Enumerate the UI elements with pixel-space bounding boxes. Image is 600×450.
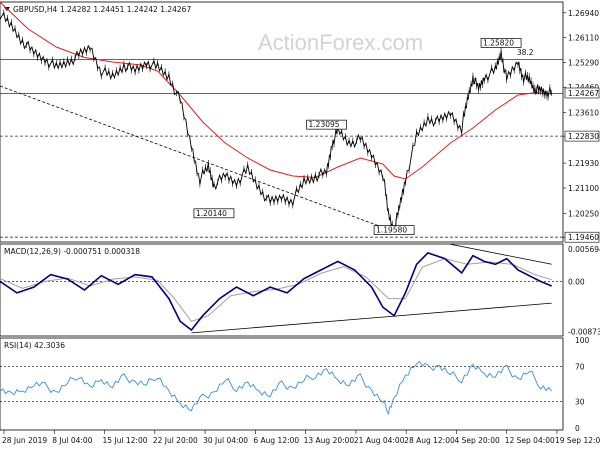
rsi-y-tick-label: 30 — [575, 398, 585, 407]
current-price-tag — [564, 87, 600, 99]
price-annotation: 1.19580 — [373, 225, 415, 235]
rsi-panel — [0, 337, 564, 431]
annotation-label: 1.19580 — [376, 226, 407, 235]
macd-y-tick-label: 0.00 — [568, 277, 585, 286]
price-annotation: 1.25820 — [480, 38, 522, 48]
annotation-label: 1.20140 — [196, 209, 227, 218]
price-panel — [0, 1, 564, 243]
x-tick-label: 30 Jul 04:00 — [203, 436, 248, 445]
x-tick-label: 28 Aug 12:00 — [404, 436, 455, 445]
y-tick-label: 1.26940 — [568, 9, 599, 18]
chart-header: GBPUSD,H4 1.24282 1.24451 1.24242 1.2426… — [4, 5, 191, 14]
rsi-y-tick-label: 70 — [575, 362, 585, 371]
x-tick-label: 15 Jul 12:00 — [103, 436, 148, 445]
macd-panel — [0, 243, 564, 337]
y-tick-label: 1.21930 — [568, 159, 599, 168]
annotation-box — [373, 225, 415, 235]
macd-y-tick-label: 0.005694 — [568, 245, 600, 254]
y-tick-label: 1.22830 — [568, 132, 599, 141]
rsi-y-tick-label: 0 — [575, 424, 580, 433]
macd-main-line — [0, 251, 553, 332]
y-tick-label: 1.19460 — [568, 233, 599, 242]
price-line — [0, 11, 553, 233]
level-tag — [564, 130, 600, 142]
price-annotation: 1.20140 — [193, 208, 235, 219]
x-tick-label: 6 Aug 12:00 — [253, 436, 299, 445]
macd-signal-line — [0, 258, 552, 322]
price-annotation: 38.2 — [517, 48, 534, 57]
sma-line — [0, 1, 541, 180]
rsi-y-tick-label: 100 — [575, 336, 590, 345]
price-annotation: 1.23095 — [306, 119, 347, 130]
x-tick-label: 19 Sep 12:00 — [555, 436, 600, 445]
ohlc-label: 1.24282 1.24451 1.24242 1.24267 — [60, 5, 191, 14]
y-tick-label: 1.26110 — [568, 34, 599, 43]
y-tick-label: 1.21100 — [568, 184, 599, 193]
rsi-line — [0, 360, 553, 415]
x-tick-label: 28 Jun 2019 — [2, 436, 47, 445]
rsi-panel-frame — [0, 337, 564, 431]
x-axis-labels: 28 Jun 2019 8 Jul 04:00 15 Jul 12:00 22 Jul… — [2, 430, 600, 445]
macd-panel-frame — [0, 243, 564, 337]
x-tick-label: 22 Jul 20:00 — [153, 436, 198, 445]
annotation-label: 38.2 — [517, 48, 534, 57]
x-tick-label: 13 Aug 20:00 — [304, 436, 355, 445]
x-tick-label: 8 Jul 04:00 — [52, 436, 92, 445]
annotation-box — [306, 119, 347, 130]
y-axis-labels: 1.269401.261101.252901.244601.236101.228… — [563, 9, 600, 433]
annotation-box — [480, 38, 522, 48]
rsi-title: RSI(14) 42.3036 — [4, 341, 65, 350]
y-tick-label: 1.23610 — [568, 109, 599, 118]
current-price-label: 1.24267 — [568, 89, 599, 98]
x-tick-label: 4 Sep 20:00 — [454, 436, 500, 445]
x-tick-label: 12 Sep 04:00 — [505, 436, 555, 445]
macd-resistance-line — [450, 243, 552, 265]
annotation-box — [193, 208, 235, 219]
macd-title: MACD(12,26,9) -0.000751 0.000318 — [4, 247, 140, 256]
macd-y-tick-label: -0.008737 — [568, 327, 600, 336]
rsi-layer — [0, 360, 563, 415]
watermark: ActionForex.com — [258, 30, 423, 55]
macd-support-line — [191, 302, 552, 334]
macd-layer — [0, 243, 563, 334]
level-tag — [564, 231, 600, 243]
annotation-label: 1.23095 — [309, 120, 340, 129]
trendline — [0, 85, 395, 232]
price-panel-frame — [0, 1, 564, 243]
symbol-label: GBPUSD,H4 — [13, 5, 58, 14]
y-tick-label: 1.25290 — [568, 58, 599, 67]
y-tick-label: 1.20250 — [568, 210, 599, 219]
price-layer: 1.25820 1.23095 1.20140 1.19580 38.2 — [0, 1, 563, 238]
x-tick-label: 21 Aug 04:00 — [354, 436, 405, 445]
annotation-label: 1.25820 — [483, 38, 514, 47]
